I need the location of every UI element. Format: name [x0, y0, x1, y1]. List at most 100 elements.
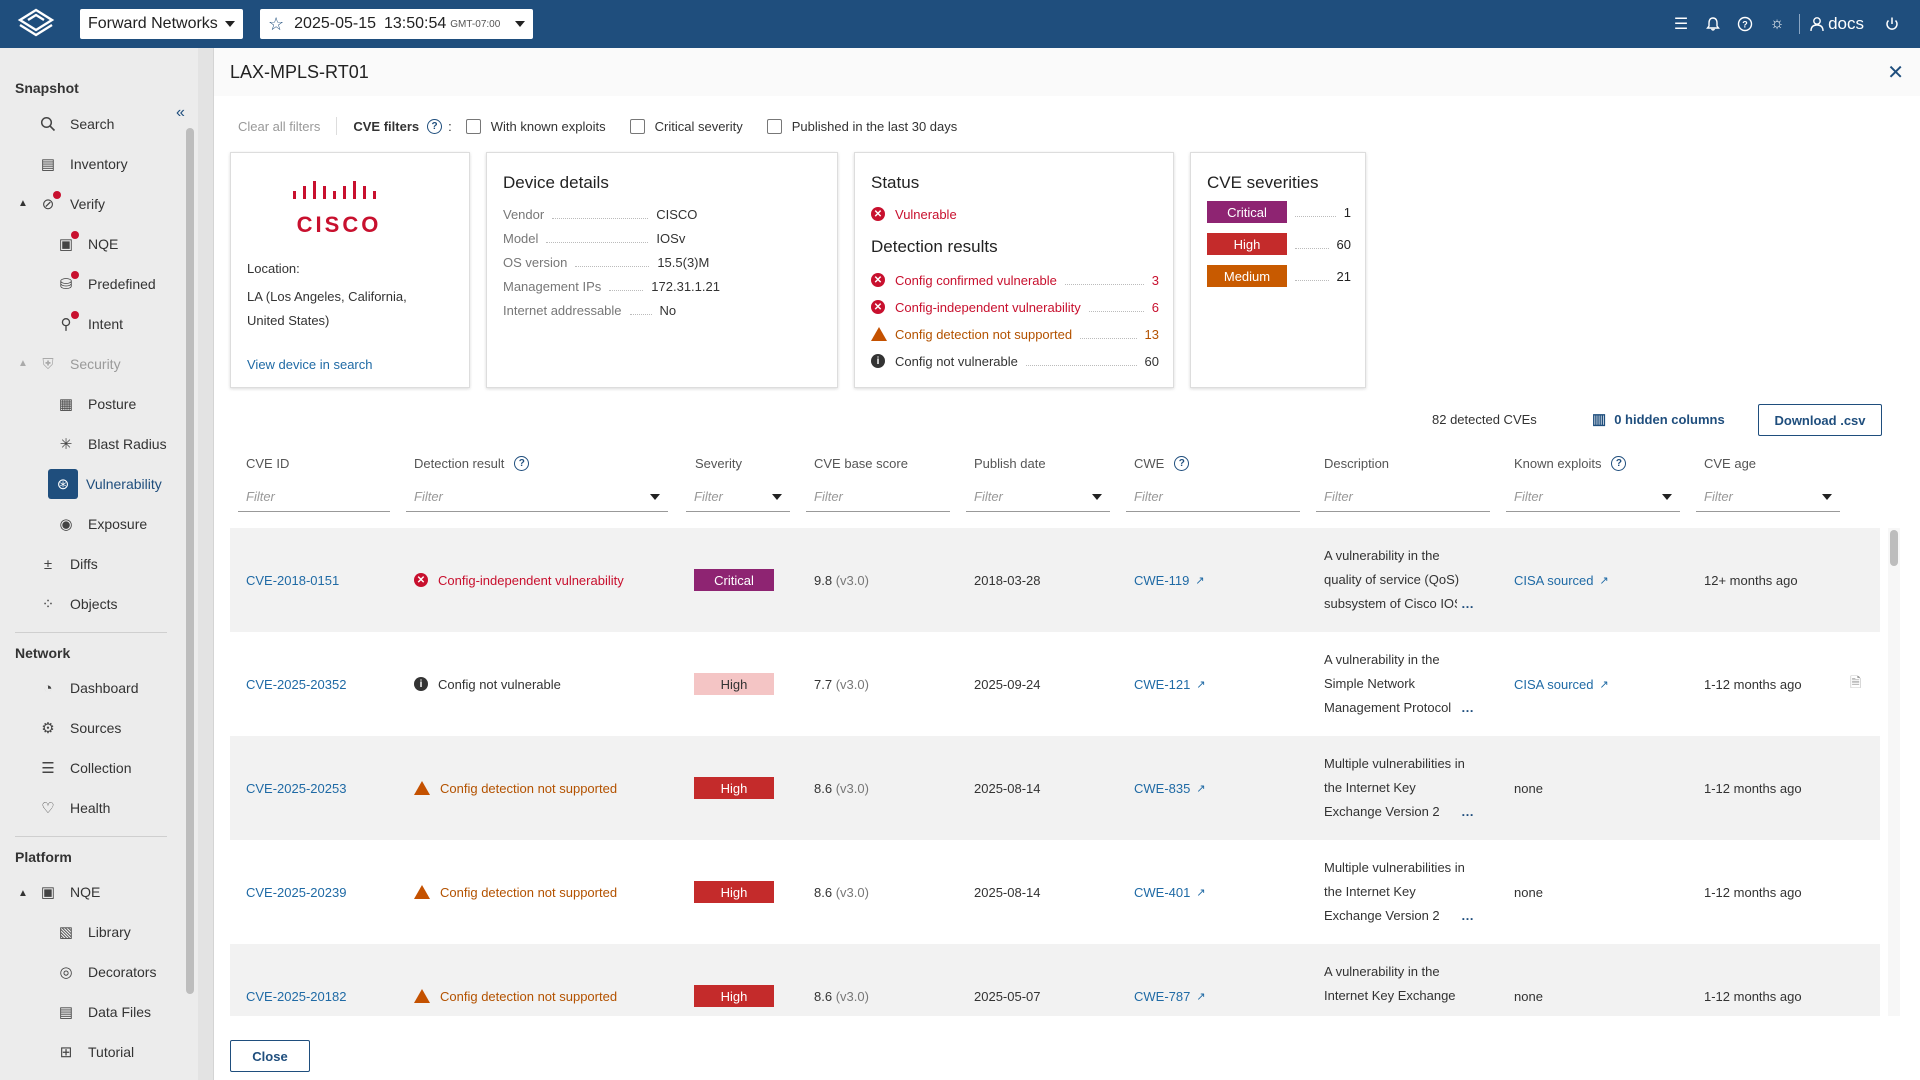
expand-verify-icon[interactable]: ▲: [18, 198, 28, 209]
sidebar-item-objects[interactable]: ⁘ Objects: [0, 586, 190, 622]
column-header-detection-result[interactable]: Detection result?: [414, 456, 535, 471]
cwe-link[interactable]: CWE-119 ↗: [1134, 528, 1205, 632]
sidebar-item-vulnerability[interactable]: ⊛ Vulnerability: [0, 466, 190, 502]
cve-id-link[interactable]: CVE-2025-20352: [246, 676, 347, 692]
detection-result-row[interactable]: Config detection not supported 13: [871, 325, 1159, 343]
list-icon[interactable]: ☰: [1673, 16, 1689, 33]
sidebar-item-intent[interactable]: ⚲ Intent: [0, 306, 190, 342]
cwe-link[interactable]: CWE-121 ↗: [1134, 632, 1206, 736]
forward-networks-logo-icon[interactable]: [14, 7, 58, 41]
cve-age-filter-select[interactable]: Filter: [1696, 482, 1840, 512]
cve-id-link[interactable]: CVE-2025-20239: [246, 884, 347, 900]
sidebar-item-posture[interactable]: ▦ Posture: [0, 386, 190, 422]
expand-description-icon[interactable]: …: [1457, 696, 1474, 720]
user-menu[interactable]: docs: [1806, 0, 1864, 48]
known-exploits-link[interactable]: CISA sourced ↗: [1514, 632, 1609, 736]
sidebar-item-verify[interactable]: ⊘ Verify: [0, 186, 190, 222]
expand-security-icon[interactable]: ▲: [18, 358, 28, 369]
cve-id-link[interactable]: CVE-2018-0151: [246, 572, 340, 588]
star-icon[interactable]: ☆: [268, 13, 285, 34]
cve-id-filter-input[interactable]: Filter: [238, 482, 390, 512]
table-row[interactable]: CVE-2025-20239 Config detection not supp…: [230, 840, 1880, 944]
help-icon[interactable]: ?: [514, 456, 530, 471]
severity-row[interactable]: Medium 21: [1207, 265, 1351, 287]
snapshot-select[interactable]: ☆ 2025-05-15 13:50:54 GMT-07:00: [260, 9, 533, 39]
known-exploits-checkbox[interactable]: [465, 118, 481, 134]
table-scroll-track[interactable]: [1888, 528, 1900, 1016]
cve-id-link[interactable]: CVE-2025-20182: [246, 988, 347, 1004]
known-exploits-link[interactable]: CISA sourced ↗: [1514, 528, 1609, 632]
sidebar-item-predefined[interactable]: ⛁ Predefined: [0, 266, 190, 302]
table-scrollbar[interactable]: [1890, 530, 1898, 566]
sidebar-item-tutorial[interactable]: ⊞ Tutorial: [0, 1034, 190, 1070]
theme-sun-icon[interactable]: ☼: [1769, 15, 1785, 32]
sidebar-item-data-files[interactable]: ▤ Data Files: [0, 994, 190, 1030]
expand-description-icon[interactable]: …: [1457, 800, 1474, 824]
sidebar-item-sources[interactable]: ⚙ Sources: [0, 710, 190, 746]
sidebar-item-platform-nqe[interactable]: ▣ NQE: [0, 874, 190, 910]
sidebar-item-inventory[interactable]: ▤ Inventory: [0, 146, 190, 182]
critical-severity-label[interactable]: Critical severity: [654, 118, 743, 134]
sidebar-item-diffs[interactable]: ± Diffs: [0, 546, 190, 582]
help-icon[interactable]: ?: [1174, 456, 1190, 471]
known-exploits-label[interactable]: With known exploits: [490, 118, 606, 134]
severity-filter-select[interactable]: Filter: [686, 482, 790, 512]
column-header-cve-age[interactable]: CVE age: [1704, 456, 1756, 471]
column-header-publish-date[interactable]: Publish date: [974, 456, 1046, 471]
sidebar-item-library[interactable]: ▧ Library: [0, 914, 190, 950]
bell-icon[interactable]: [1697, 0, 1729, 48]
clear-all-filters-button[interactable]: Clear all filters: [238, 118, 321, 134]
cwe-link[interactable]: CWE-401 ↗: [1134, 840, 1206, 944]
table-row[interactable]: CVE-2025-20182 Config detection not supp…: [230, 944, 1880, 1016]
expand-platform-nqe-icon[interactable]: ▲: [18, 888, 28, 899]
table-row[interactable]: CVE-2018-0151 ✕ Config-independent vulner…: [230, 528, 1880, 632]
sidebar-item-exposure[interactable]: ◉ Exposure: [0, 506, 190, 542]
column-header-known-exploits[interactable]: Known exploits?: [1514, 456, 1632, 471]
detection-result-filter-select[interactable]: Filter: [406, 482, 668, 512]
severity-row[interactable]: High 60: [1207, 233, 1351, 255]
table-row[interactable]: CVE-2025-20253 Config detection not supp…: [230, 736, 1880, 840]
sidebar-scrollbar[interactable]: [186, 128, 194, 994]
publish-date-filter-select[interactable]: Filter: [966, 482, 1110, 512]
expand-description-icon[interactable]: …: [1457, 592, 1474, 616]
detection-result-row[interactable]: ✕ Config-independent vulnerability 6: [871, 298, 1159, 316]
detection-result-row[interactable]: i Config not vulnerable 60: [871, 352, 1159, 370]
published-recent-label[interactable]: Published in the last 30 days: [791, 118, 958, 134]
close-icon[interactable]: ✕: [1887, 62, 1904, 84]
cve-id-link[interactable]: CVE-2025-20253: [246, 780, 347, 796]
column-header-description[interactable]: Description: [1324, 456, 1389, 471]
collapse-sidebar-icon[interactable]: «: [176, 104, 185, 121]
known-exploits-filter-select[interactable]: Filter: [1506, 482, 1680, 512]
table-row[interactable]: CVE-2025-20352 i Config not vulnerable Hi…: [230, 632, 1880, 736]
sidebar-item-nqe[interactable]: ▣ NQE: [0, 226, 190, 262]
sidebar-item-security[interactable]: ⛨ Security: [0, 346, 190, 382]
help-icon[interactable]: ?: [1611, 456, 1627, 471]
sidebar-item-decorators[interactable]: ◎ Decorators: [0, 954, 190, 990]
help-icon[interactable]: ?: [1729, 0, 1761, 48]
download-csv-button[interactable]: Download .csv: [1758, 404, 1882, 436]
sidebar-item-health[interactable]: ♡ Health: [0, 790, 190, 826]
power-icon[interactable]: [1876, 0, 1908, 48]
cwe-link[interactable]: CWE-787 ↗: [1134, 944, 1206, 1016]
critical-severity-checkbox[interactable]: [629, 118, 645, 134]
column-header-cwe[interactable]: CWE?: [1134, 456, 1195, 471]
close-button[interactable]: Close: [230, 1040, 310, 1072]
severity-row[interactable]: Critical 1: [1207, 201, 1351, 223]
document-icon[interactable]: 🗎: [1850, 674, 1862, 690]
organization-select[interactable]: Forward Networks: [80, 9, 243, 39]
base-score-filter-input[interactable]: Filter: [806, 482, 950, 512]
expand-description-icon[interactable]: …: [1457, 904, 1474, 928]
cwe-filter-input[interactable]: Filter: [1126, 482, 1300, 512]
column-header-severity[interactable]: Severity: [695, 456, 742, 471]
detection-result-row[interactable]: ✕ Config confirmed vulnerable 3: [871, 271, 1159, 289]
sidebar-item-collection[interactable]: ☰ Collection: [0, 750, 190, 786]
sidebar-item-search[interactable]: Search: [0, 106, 190, 142]
sidebar-item-dashboard[interactable]: ◔ Dashboard: [0, 670, 190, 706]
sidebar-item-blast-radius[interactable]: ✳ Blast Radius: [0, 426, 190, 462]
help-icon[interactable]: ?: [427, 118, 443, 134]
view-device-in-search-link[interactable]: View device in search: [247, 357, 373, 372]
hidden-columns-button[interactable]: ▥ 0 hidden columns: [1592, 410, 1725, 428]
description-filter-input[interactable]: Filter: [1316, 482, 1490, 512]
column-header-cve-id[interactable]: CVE ID: [246, 456, 289, 471]
column-header-base-score[interactable]: CVE base score: [814, 456, 908, 471]
